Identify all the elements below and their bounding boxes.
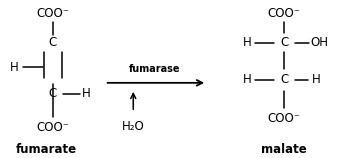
Text: H: H [312, 73, 320, 86]
Text: COO⁻: COO⁻ [268, 7, 301, 20]
Text: malate: malate [262, 143, 307, 156]
Text: COO⁻: COO⁻ [36, 121, 69, 134]
Text: H: H [243, 73, 252, 86]
Text: C: C [280, 73, 288, 86]
Text: fumarase: fumarase [129, 64, 181, 74]
Text: H₂O: H₂O [122, 120, 145, 133]
Text: C: C [49, 36, 57, 49]
Text: COO⁻: COO⁻ [268, 112, 301, 125]
Text: H: H [243, 36, 252, 49]
Text: COO⁻: COO⁻ [36, 7, 69, 20]
Text: C: C [280, 36, 288, 49]
Text: OH: OH [310, 36, 329, 49]
Text: C: C [49, 87, 57, 100]
Text: H: H [10, 61, 19, 74]
Text: H: H [82, 87, 91, 100]
Text: fumarate: fumarate [16, 143, 76, 156]
